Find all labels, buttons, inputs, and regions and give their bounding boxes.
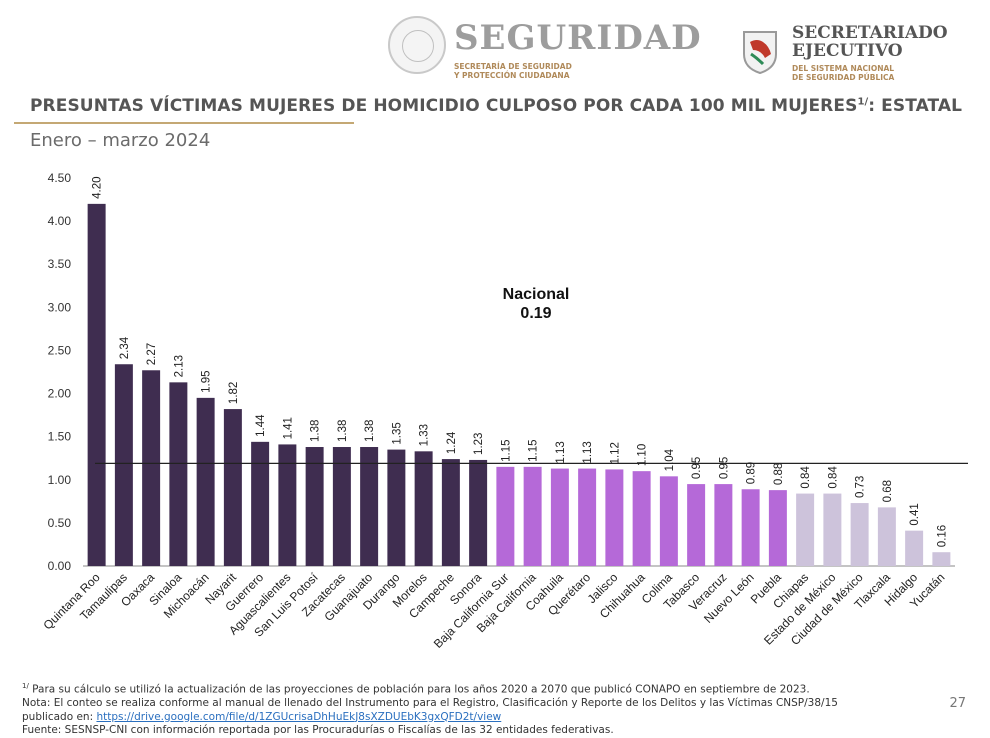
bar [332, 447, 351, 566]
data-label: 1.38 [364, 420, 376, 442]
bar [741, 489, 760, 566]
secretariado-shield-icon [743, 31, 777, 74]
data-label: 0.41 [909, 503, 921, 525]
footnote-link-line: publicado en: https://drive.google.com/f… [22, 710, 502, 723]
footnote-source: Fuente: SESNSP-CNI con información repor… [22, 724, 614, 736]
bar [496, 466, 515, 566]
footnote-population: 1/ Para su cálculo se utilizó la actuali… [22, 682, 810, 696]
bar [441, 459, 460, 566]
data-label: 0.73 [855, 476, 867, 498]
header-logos: SEGURIDAD SECRETARÍA DE SEGURIDAD Y PROT… [388, 12, 948, 86]
bar [605, 469, 624, 566]
data-label: 1.82 [228, 382, 240, 404]
data-label: 1.15 [528, 439, 540, 461]
bar [714, 484, 733, 566]
footnote-note: Nota: El conteo se realiza conforme al m… [22, 697, 838, 709]
data-label: 1.15 [500, 439, 512, 461]
footnotes: 1/ Para su cálculo se utilizó la actuali… [22, 680, 922, 738]
data-label: 1.41 [282, 417, 294, 439]
bar [196, 397, 215, 566]
y-tick-label: 1.50 [48, 430, 72, 444]
national-value: 0.19 [520, 305, 551, 322]
data-label: 1.38 [310, 420, 322, 442]
data-label: 2.34 [119, 336, 131, 359]
data-label: 1.24 [446, 431, 458, 454]
bar [796, 493, 815, 566]
bar [850, 503, 869, 566]
bar [305, 447, 324, 566]
y-tick-label: 4.00 [48, 214, 72, 228]
bar [387, 449, 406, 566]
page-title: PRESUNTAS VÍCTIMAS MUJERES DE HOMICIDIO … [30, 96, 963, 116]
seguridad-brand: SEGURIDAD [454, 18, 702, 58]
data-label: 1.33 [419, 424, 431, 446]
data-label: 0.88 [773, 463, 785, 485]
bar [414, 451, 433, 566]
data-label: 1.13 [555, 441, 567, 463]
data-label: 1.44 [255, 414, 267, 437]
bar [114, 364, 133, 566]
bar [360, 447, 379, 566]
bar [142, 370, 161, 566]
data-label: 0.95 [718, 457, 730, 479]
y-tick-label: 2.50 [48, 343, 72, 357]
y-tick-label: 0.50 [48, 516, 72, 530]
bar [578, 468, 597, 566]
data-label: 1.10 [637, 444, 649, 466]
page-number: 27 [949, 696, 966, 711]
data-label: 0.68 [882, 480, 894, 502]
data-label: 0.84 [800, 466, 812, 489]
data-label: 1.13 [582, 441, 594, 463]
bar [768, 490, 787, 566]
bar [687, 484, 706, 566]
bar [659, 476, 678, 566]
bar [550, 468, 569, 566]
data-label: 0.16 [936, 525, 948, 547]
data-label: 1.35 [391, 422, 403, 444]
y-tick-label: 4.50 [48, 171, 72, 185]
y-tick-label: 1.00 [48, 473, 72, 487]
bar [251, 441, 270, 566]
data-label: 0.84 [827, 466, 839, 489]
bar [823, 493, 842, 566]
bar [632, 471, 651, 566]
bar [932, 552, 951, 566]
y-tick-label: 2.00 [48, 387, 72, 401]
bar [169, 382, 188, 566]
period-subtitle: Enero – marzo 2024 [30, 130, 211, 151]
data-label: 2.27 [146, 343, 158, 365]
data-label: 1.95 [201, 370, 213, 392]
data-label: 2.13 [173, 355, 185, 377]
bar-chart: 0.00 0.50 1.00 1.50 2.00 2.50 3.00 3.50 4.00 4.50… [40, 171, 968, 651]
data-label: 0.89 [746, 462, 758, 484]
data-label: 1.12 [609, 442, 621, 464]
secretariado-subtitle: DEL SISTEMA NACIONAL DE SEGURIDAD PÚBLIC… [792, 64, 895, 82]
national-seal-icon [388, 16, 446, 74]
bar [223, 409, 242, 566]
seguridad-subtitle: SECRETARÍA DE SEGURIDAD Y PROTECCIÓN CIU… [454, 62, 572, 80]
title-divider [14, 122, 354, 124]
secretariado-title: SECRETARIADO EJECUTIVO [792, 23, 948, 61]
bar [523, 466, 542, 566]
national-label: Nacional [503, 286, 570, 303]
bar [278, 444, 297, 566]
y-tick-label: 3.50 [48, 257, 72, 271]
data-label: 0.95 [691, 457, 703, 479]
source-link[interactable]: https://drive.google.com/file/d/1ZGUcris… [96, 710, 502, 723]
bar [87, 203, 106, 566]
data-label: 1.04 [664, 448, 676, 471]
bar [469, 459, 488, 566]
bar [877, 507, 896, 566]
data-label: 1.23 [473, 433, 485, 455]
bar [905, 530, 924, 566]
data-label: 4.20 [92, 176, 104, 198]
data-label: 1.38 [337, 420, 349, 442]
y-tick-label: 0.00 [48, 559, 72, 573]
y-tick-label: 3.00 [48, 300, 72, 314]
